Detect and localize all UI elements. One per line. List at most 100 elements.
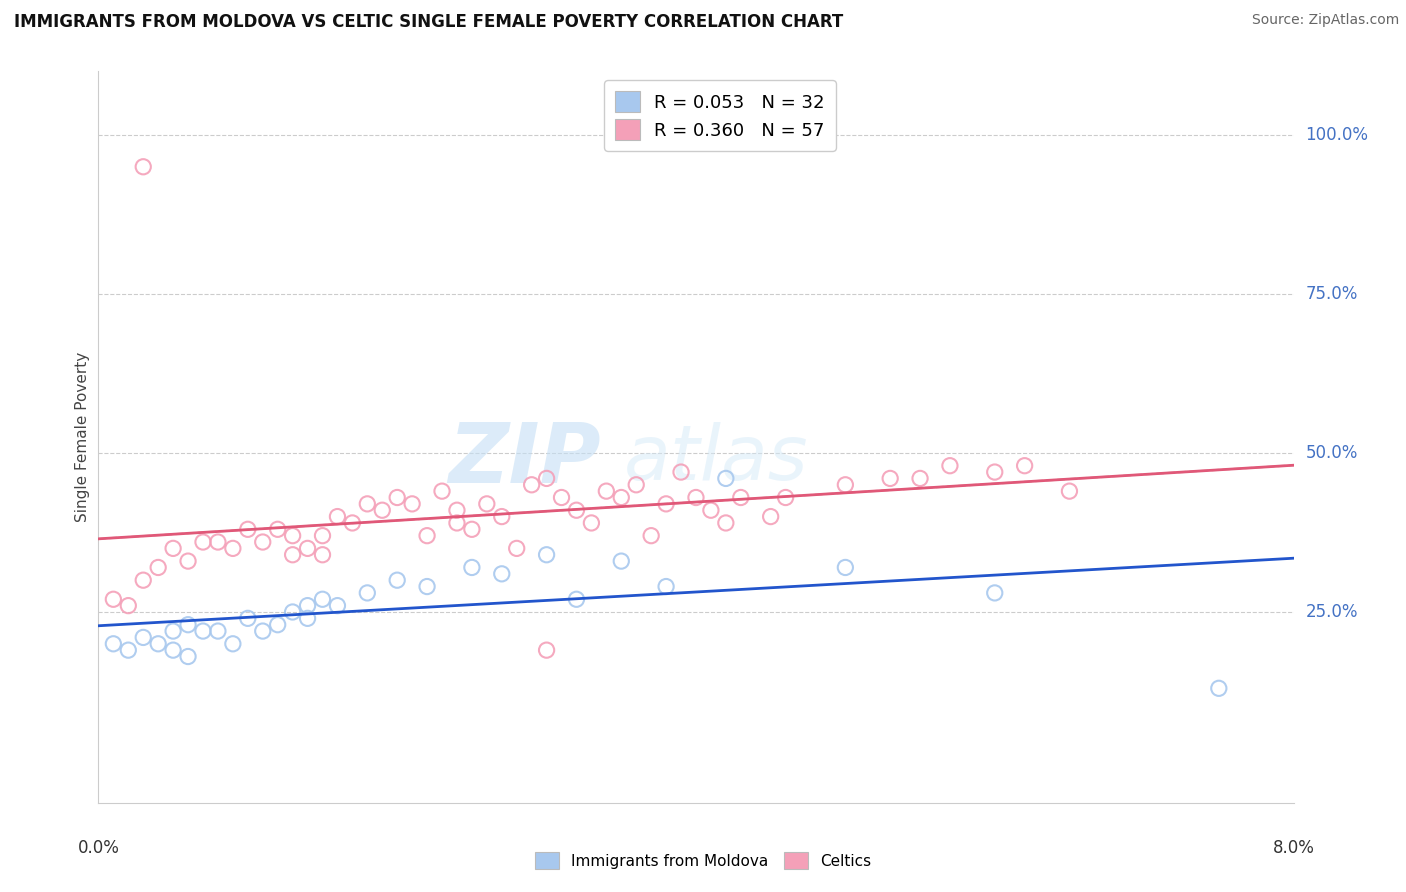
Point bbox=[491, 566, 513, 581]
Point bbox=[267, 522, 290, 536]
Point bbox=[983, 586, 1005, 600]
Point bbox=[536, 471, 558, 485]
Point bbox=[983, 465, 1005, 479]
Point bbox=[267, 617, 290, 632]
Text: atlas: atlas bbox=[624, 422, 808, 496]
Point bbox=[297, 611, 319, 625]
Point bbox=[326, 599, 349, 613]
Point bbox=[236, 522, 259, 536]
Point bbox=[1208, 681, 1230, 696]
Point bbox=[222, 541, 245, 556]
Point bbox=[148, 637, 170, 651]
Point bbox=[714, 471, 737, 485]
Point bbox=[177, 617, 200, 632]
Point bbox=[714, 516, 737, 530]
Point bbox=[311, 529, 333, 543]
Point bbox=[162, 643, 184, 657]
Text: 0.0%: 0.0% bbox=[77, 839, 120, 857]
Point bbox=[311, 548, 333, 562]
Point bbox=[103, 637, 125, 651]
Point bbox=[536, 548, 558, 562]
Point bbox=[461, 522, 484, 536]
Point bbox=[879, 471, 901, 485]
Legend: R = 0.053   N = 32, R = 0.360   N = 57: R = 0.053 N = 32, R = 0.360 N = 57 bbox=[605, 80, 835, 151]
Point bbox=[430, 484, 453, 499]
Point bbox=[565, 592, 588, 607]
Point bbox=[595, 484, 617, 499]
Text: 100.0%: 100.0% bbox=[1305, 126, 1368, 144]
Point bbox=[117, 643, 139, 657]
Point bbox=[446, 503, 468, 517]
Point bbox=[624, 477, 647, 491]
Point bbox=[326, 509, 349, 524]
Point bbox=[191, 535, 214, 549]
Point bbox=[103, 592, 125, 607]
Point bbox=[759, 509, 782, 524]
Point bbox=[385, 491, 409, 505]
Point bbox=[132, 631, 155, 645]
Text: IMMIGRANTS FROM MOLDOVA VS CELTIC SINGLE FEMALE POVERTY CORRELATION CHART: IMMIGRANTS FROM MOLDOVA VS CELTIC SINGLE… bbox=[14, 13, 844, 31]
Point bbox=[162, 624, 184, 638]
Point bbox=[148, 560, 170, 574]
Point bbox=[939, 458, 962, 473]
Text: 75.0%: 75.0% bbox=[1305, 285, 1358, 303]
Point bbox=[252, 624, 274, 638]
Point bbox=[775, 491, 797, 505]
Point bbox=[640, 529, 662, 543]
Point bbox=[356, 497, 378, 511]
Point bbox=[281, 529, 304, 543]
Point bbox=[342, 516, 364, 530]
Point bbox=[356, 586, 378, 600]
Point bbox=[655, 497, 678, 511]
Point bbox=[610, 554, 633, 568]
Point bbox=[177, 649, 200, 664]
Point bbox=[117, 599, 139, 613]
Text: 25.0%: 25.0% bbox=[1305, 603, 1358, 621]
Text: 8.0%: 8.0% bbox=[1272, 839, 1315, 857]
Point bbox=[191, 624, 214, 638]
Point bbox=[520, 477, 543, 491]
Point bbox=[550, 491, 572, 505]
Point bbox=[446, 516, 468, 530]
Point bbox=[461, 560, 484, 574]
Text: ZIP: ZIP bbox=[447, 418, 600, 500]
Point bbox=[371, 503, 394, 517]
Point bbox=[207, 535, 229, 549]
Text: 50.0%: 50.0% bbox=[1305, 444, 1358, 462]
Point bbox=[252, 535, 274, 549]
Point bbox=[132, 160, 155, 174]
Text: Source: ZipAtlas.com: Source: ZipAtlas.com bbox=[1251, 13, 1399, 28]
Point bbox=[700, 503, 723, 517]
Point bbox=[475, 497, 498, 511]
Point bbox=[207, 624, 229, 638]
Point bbox=[281, 548, 304, 562]
Legend: Immigrants from Moldova, Celtics: Immigrants from Moldova, Celtics bbox=[529, 846, 877, 875]
Point bbox=[581, 516, 603, 530]
Point bbox=[669, 465, 692, 479]
Point bbox=[506, 541, 529, 556]
Point bbox=[491, 509, 513, 524]
Point bbox=[297, 599, 319, 613]
Point bbox=[132, 573, 155, 587]
Point bbox=[416, 529, 439, 543]
Point bbox=[281, 605, 304, 619]
Point bbox=[311, 592, 333, 607]
Point bbox=[536, 643, 558, 657]
Point bbox=[401, 497, 423, 511]
Point bbox=[162, 541, 184, 556]
Point bbox=[177, 554, 200, 568]
Point bbox=[610, 491, 633, 505]
Point bbox=[222, 637, 245, 651]
Point bbox=[297, 541, 319, 556]
Point bbox=[1014, 458, 1036, 473]
Point bbox=[416, 580, 439, 594]
Point bbox=[655, 580, 678, 594]
Point bbox=[834, 560, 856, 574]
Point bbox=[730, 491, 752, 505]
Point bbox=[685, 491, 707, 505]
Point bbox=[1059, 484, 1081, 499]
Point bbox=[565, 503, 588, 517]
Point bbox=[385, 573, 409, 587]
Point bbox=[908, 471, 931, 485]
Point bbox=[236, 611, 259, 625]
